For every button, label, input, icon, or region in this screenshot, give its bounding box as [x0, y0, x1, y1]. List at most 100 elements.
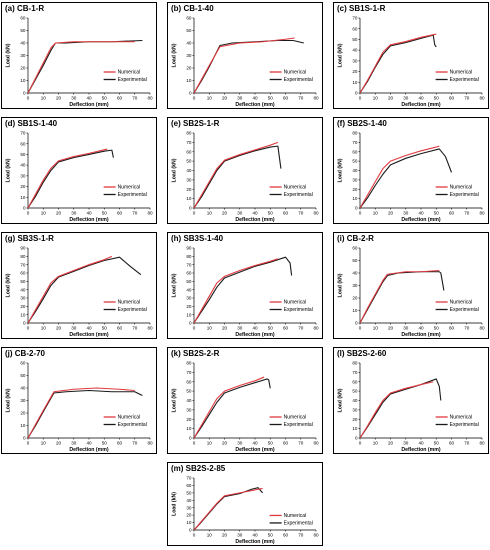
y-tick-label: 90 [186, 246, 192, 251]
chart-svg: 0 10 20 30 40 50 60 0 10 20 30 40 50 60 70 80 Deflection… [168, 3, 322, 108]
y-tick-label: 40 [352, 398, 358, 403]
x-axis-label: Deflection (mm) [69, 332, 108, 338]
x-tick-label: 80 [147, 441, 153, 446]
x-tick-label: 40 [86, 441, 92, 446]
x-tick-label: 40 [418, 326, 424, 331]
y-tick-label: 0 [189, 528, 192, 533]
y-tick-label: 60 [186, 16, 192, 21]
chart-panel: (k) SB2S-2-R 0 10 20 30 40 50 60 70 80 0 10 20 30 40 50… [167, 347, 323, 454]
x-tick-label: 0 [359, 211, 362, 216]
y-tick-label: 60 [352, 26, 358, 31]
y-axis-label: Load (kN) [172, 43, 178, 67]
y-tick-label: 50 [186, 159, 192, 164]
x-tick-label: 40 [252, 441, 258, 446]
x-tick-label: 60 [117, 326, 123, 331]
x-tick-label: 30 [403, 326, 409, 331]
series-numerical-line [194, 142, 278, 208]
x-tick-label: 40 [86, 326, 92, 331]
y-axis-label: Load (kN) [6, 43, 12, 67]
chart-svg: 0 10 20 30 40 50 60 70 80 0 10 20 30 40 50 60 70 80 Deflec… [334, 118, 488, 223]
y-tick-label: 50 [186, 28, 192, 33]
y-tick-label: 40 [186, 41, 192, 46]
x-tick-label: 20 [222, 211, 228, 216]
y-tick-label: 30 [352, 407, 358, 412]
x-axis-label: Deflection (mm) [235, 447, 274, 453]
y-tick-label: 70 [186, 370, 192, 375]
x-tick-label: 50 [434, 211, 440, 216]
legend-label-experimental: Experimental [118, 192, 147, 198]
legend-label-experimental: Experimental [450, 422, 479, 428]
x-tick-label: 10 [373, 441, 379, 446]
legend-label-numerical: Numerical [118, 300, 141, 306]
chart-svg: 0 10 20 30 40 50 60 70 80 0 10 20 30 40 50 60 70 80 Deflec… [168, 118, 322, 223]
legend-label-numerical: Numerical [284, 513, 307, 519]
x-tick-label: 50 [102, 211, 108, 216]
chart-svg: 0 10 20 30 40 50 60 70 80 0 10 20 30 40 50 60 70 80 Deflec… [168, 348, 322, 453]
y-tick-label: 60 [20, 16, 26, 21]
x-tick-label: 0 [359, 96, 362, 101]
y-tick-label: 20 [186, 187, 192, 192]
x-tick-label: 80 [313, 326, 319, 331]
y-tick-label: 70 [352, 370, 358, 375]
y-tick-label: 50 [352, 159, 358, 164]
legend-label-experimental: Experimental [450, 307, 479, 313]
series-experimental-line [360, 149, 452, 208]
y-tick-label: 0 [23, 436, 26, 441]
y-tick-label: 30 [352, 58, 358, 63]
y-tick-label: 0 [355, 206, 358, 211]
legend-label-numerical: Numerical [450, 70, 473, 76]
chart-panel: (c) SB1S-1-R 0 10 20 30 40 50 60 70 0 10 20 30 40 50 60… [333, 2, 489, 109]
x-tick-label: 50 [434, 326, 440, 331]
x-tick-label: 50 [102, 326, 108, 331]
y-axis-label: Load (kN) [338, 158, 344, 182]
x-tick-label: 80 [479, 96, 485, 101]
y-tick-label: 0 [23, 321, 26, 326]
y-tick-label: 10 [20, 423, 26, 428]
y-tick-label: 20 [20, 304, 26, 309]
y-tick-label: 20 [20, 66, 26, 71]
legend-label-numerical: Numerical [118, 185, 141, 191]
y-tick-label: 30 [20, 53, 26, 58]
x-tick-label: 20 [388, 441, 394, 446]
y-tick-label: 90 [20, 246, 26, 251]
y-axis-label: Load (kN) [338, 273, 344, 297]
y-tick-label: 50 [20, 28, 26, 33]
chart-panel: (d) SB1S-1-40 0 10 20 30 40 50 60 70 0 10 20 30 40 50 6… [1, 117, 157, 224]
y-tick-label: 70 [352, 140, 358, 145]
x-tick-label: 10 [373, 211, 379, 216]
series-experimental-line [28, 41, 142, 94]
series-numerical-line [360, 382, 433, 438]
y-axis-label: Load (kN) [6, 273, 12, 297]
y-axis-label: Load (kN) [172, 273, 178, 297]
x-tick-label: 0 [359, 326, 362, 331]
series-numerical-line [194, 259, 278, 323]
x-axis-label: Deflection (mm) [69, 447, 108, 453]
x-tick-label: 30 [71, 441, 77, 446]
y-axis-label: Load (kN) [172, 158, 178, 182]
chart-panel: (e) SB2S-1-R 0 10 20 30 40 50 60 70 80 0 10 20 30 40 50… [167, 117, 323, 224]
x-tick-label: 20 [222, 441, 228, 446]
y-axis-label: Load (kN) [172, 492, 178, 516]
y-tick-label: 10 [20, 195, 26, 200]
x-tick-label: 70 [464, 441, 470, 446]
x-tick-label: 70 [298, 441, 304, 446]
x-axis-label: Deflection (mm) [235, 102, 274, 108]
series-experimental-line [360, 379, 441, 438]
x-tick-label: 40 [418, 96, 424, 101]
series-experimental-line [360, 272, 444, 323]
x-tick-label: 30 [237, 533, 243, 538]
legend-label-numerical: Numerical [284, 415, 307, 421]
x-tick-label: 20 [56, 211, 62, 216]
x-tick-label: 60 [449, 326, 455, 331]
x-tick-label: 20 [222, 326, 228, 331]
chart-panel: (j) CB-2-70 0 10 20 30 40 50 60 0 10 20 30 40 50 60 70 8… [1, 347, 157, 454]
y-tick-label: 60 [352, 149, 358, 154]
x-tick-label: 80 [313, 441, 319, 446]
x-tick-label: 40 [418, 211, 424, 216]
x-tick-label: 30 [403, 441, 409, 446]
y-tick-label: 0 [189, 206, 192, 211]
y-tick-label: 0 [23, 91, 26, 96]
y-tick-label: 10 [186, 312, 192, 317]
x-tick-label: 0 [193, 441, 196, 446]
y-tick-label: 10 [352, 80, 358, 85]
